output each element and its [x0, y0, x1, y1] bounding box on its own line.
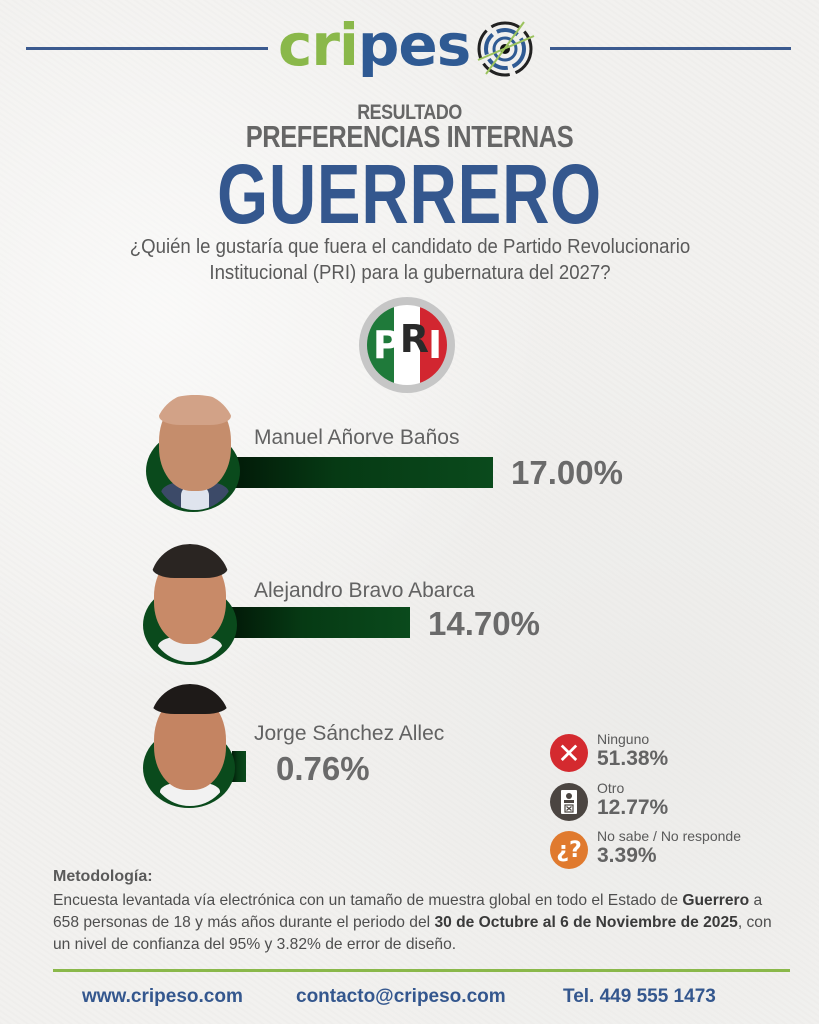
question-icon: ¿?: [550, 831, 588, 869]
candidate-bar: [232, 751, 246, 782]
candidate-name: Manuel Añorve Baños: [254, 426, 460, 449]
methodology-part-1: Encuesta levantada vía electrónica con u…: [53, 892, 683, 909]
logo-part-2: pes: [357, 11, 471, 79]
option-percent: 3.39%: [597, 844, 657, 867]
candidate-avatar: [150, 544, 230, 662]
methodology-state: Guerrero: [682, 892, 750, 909]
pri-letter-i: I: [427, 323, 442, 367]
candidate-percent: 17.00%: [511, 454, 623, 491]
candidate-percent: 14.70%: [428, 605, 540, 642]
candidate-percent: 0.76%: [276, 750, 370, 787]
option-label: Otro: [597, 780, 625, 796]
methodology-part-3: , con un nivel de confianza del 95% y 3.…: [53, 914, 772, 953]
candidate-name: Alejandro Bravo Abarca: [254, 579, 475, 602]
pri-letter-r: R: [399, 317, 429, 361]
ballot-icon: [550, 783, 588, 821]
methodology-title: Metodología:: [53, 868, 153, 885]
pri-letter-p: P: [372, 323, 401, 367]
cripeso-logo: cripes: [278, 11, 538, 88]
candidate-avatar: [155, 393, 235, 510]
email-link[interactable]: contacto@cripeso.com: [296, 986, 506, 1007]
result-label: RESULTADO: [357, 101, 462, 124]
methodology-dates: 30 de Octubre al 6 de Noviembre de 2025: [434, 914, 738, 931]
methodology-part-2: a 658 personas de 18 y más años durante …: [53, 892, 763, 931]
methodology-text: Encuesta levantada vía electrónica con u…: [53, 890, 773, 956]
subtitle: PREFERENCIAS INTERNAS: [245, 119, 574, 154]
candidate-avatar: [150, 684, 230, 806]
option-percent: 12.77%: [597, 796, 669, 819]
candidate-name: Jorge Sánchez Allec: [254, 722, 445, 745]
option-label: Ninguno: [597, 731, 650, 747]
page-title: GUERRERO: [217, 147, 602, 241]
footer-rule: [53, 969, 790, 972]
phone-number: Tel. 449 555 1473: [563, 986, 716, 1007]
option-label: No sabe / No responde: [597, 828, 741, 844]
candidate-bar: [232, 457, 493, 488]
target-icon: [477, 21, 535, 77]
header-rule-left: [26, 47, 268, 50]
option-percent: 51.38%: [597, 747, 669, 770]
logo-part-1: cri: [278, 11, 359, 79]
website-link[interactable]: www.cripeso.com: [82, 986, 243, 1007]
candidate-bar: [232, 607, 410, 638]
header-rule-right: [550, 47, 791, 50]
x-icon: ✕: [550, 734, 588, 772]
survey-question: ¿Quién le gustaría que fuera el candidat…: [129, 236, 691, 284]
